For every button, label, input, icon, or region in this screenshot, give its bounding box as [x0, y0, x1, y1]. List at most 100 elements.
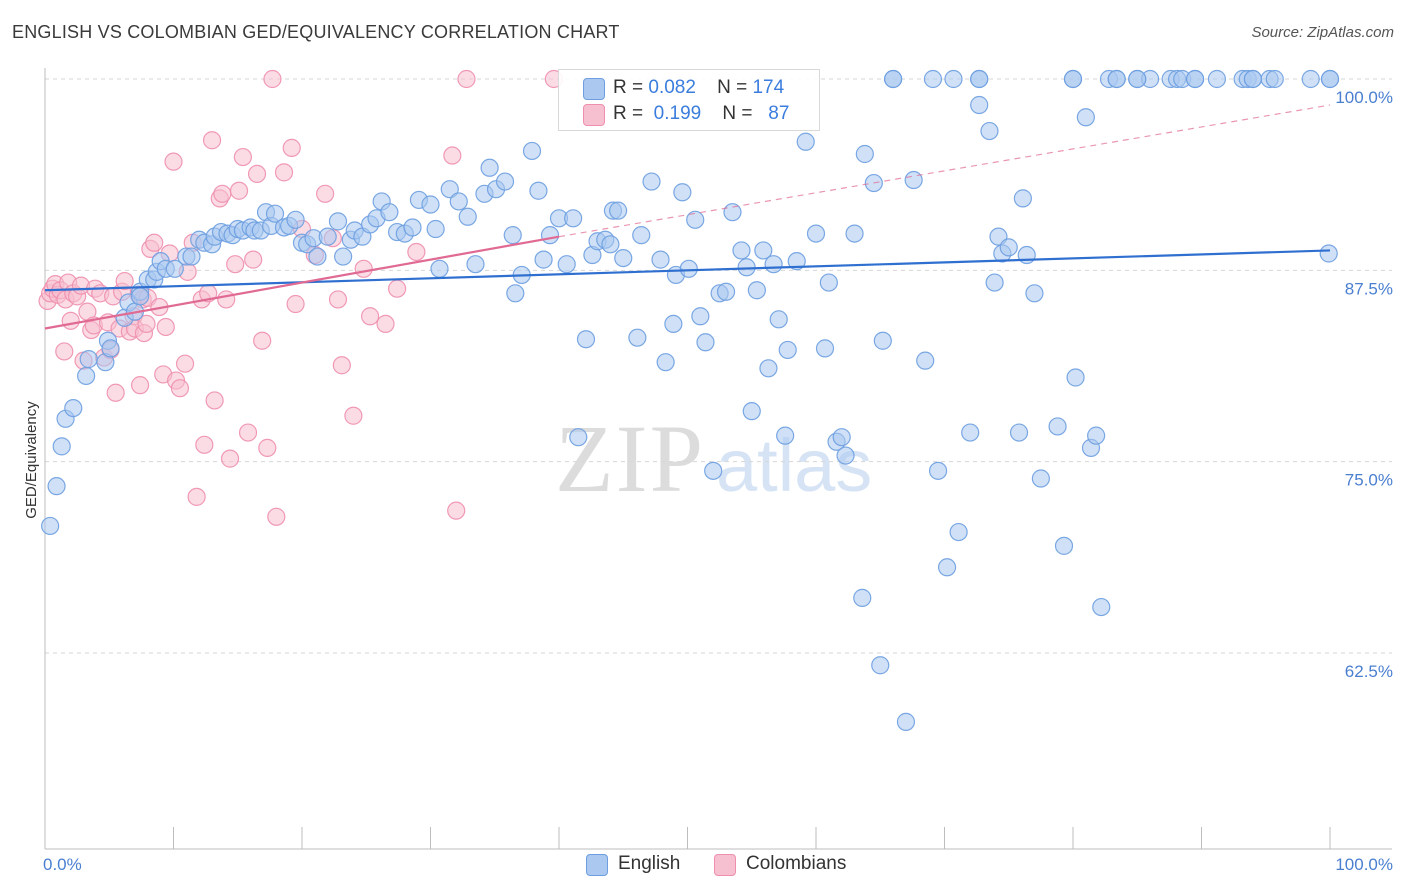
english-point-149	[1025, 284, 1044, 303]
english-point-5	[77, 366, 96, 386]
english-point-132	[916, 351, 935, 370]
english-point-1	[47, 477, 66, 496]
stats-legend: R = 0.082 N = 174 R = 0.199 N = 87	[558, 69, 820, 131]
english-point-116	[796, 132, 815, 151]
colombians-point-67	[267, 507, 286, 526]
colombians-point-23	[106, 383, 125, 402]
english-point-96	[673, 183, 692, 202]
english-point-176	[1320, 69, 1340, 89]
english-point-119	[819, 273, 838, 292]
english-r-value: 0.082	[648, 77, 696, 98]
english-point-67	[480, 158, 499, 177]
english-point-138	[961, 423, 980, 442]
english-swatch	[583, 78, 605, 100]
english-point-141	[980, 121, 999, 141]
english-point-88	[614, 248, 633, 268]
english-point-112	[769, 310, 788, 329]
english-point-93	[656, 353, 675, 372]
colombians-point-52	[202, 131, 222, 150]
tick-labels: 62.5% 75.0% 87.5% 100.0% 0.0% 100.0%	[43, 88, 1393, 874]
english-point-94	[664, 314, 683, 334]
english-point-134	[928, 461, 948, 480]
english-point-125	[855, 144, 874, 164]
english-point-177	[1243, 69, 1263, 89]
colombians-point-61	[238, 423, 258, 442]
colombians-point-60	[233, 147, 252, 167]
english-point-62	[440, 180, 459, 199]
english-point-172	[1265, 69, 1284, 89]
x-tick-label-1: 100.0%	[1335, 855, 1393, 874]
english-point-121	[832, 428, 851, 447]
english-point-135	[937, 558, 957, 577]
english-point-137	[949, 522, 968, 542]
english-point-86	[601, 235, 620, 254]
colombians-point-37	[145, 233, 164, 252]
english-point-146	[1009, 423, 1029, 442]
english-point-99	[691, 307, 710, 326]
colombians-point-63	[247, 164, 267, 184]
colombians-point-48	[187, 487, 206, 506]
y-tick-label-1: 75.0%	[1345, 471, 1393, 490]
english-point-124	[853, 588, 872, 607]
colombians-point-83	[443, 146, 462, 165]
colombians-point-45	[175, 354, 195, 373]
english-point-74	[529, 181, 548, 200]
english-point-69	[495, 172, 515, 191]
english-legend-swatch	[586, 854, 608, 876]
colombians-point-55	[213, 184, 232, 203]
english-point-81	[576, 330, 596, 349]
english-point-71	[506, 284, 525, 303]
english-point-133	[923, 69, 943, 89]
english-n-label: N =	[717, 77, 748, 98]
y-tick-label-2: 87.5%	[1345, 279, 1393, 298]
colombians-n-label: N =	[722, 103, 753, 124]
colombians-trend-extension	[558, 104, 1331, 238]
english-point-103	[716, 282, 736, 301]
colombians-point-84	[447, 501, 466, 520]
english-point-9	[101, 339, 120, 358]
english-point-182	[1128, 69, 1147, 89]
english-point-173	[1301, 69, 1320, 89]
chart-title: ENGLISH VS COLOMBIAN GED/EQUIVALENCY COR…	[12, 22, 620, 42]
english-point-178	[1185, 69, 1205, 89]
english-point-113	[776, 426, 795, 445]
english-point-89	[628, 328, 647, 347]
english-point-128	[873, 331, 892, 350]
english-point-78	[557, 255, 576, 274]
english-point-157	[1087, 426, 1106, 445]
english-point-167	[1207, 69, 1227, 89]
axes	[44, 68, 1392, 850]
english-point-60	[426, 219, 445, 239]
english-point-109	[754, 241, 773, 260]
colombians-point-73	[316, 184, 335, 203]
colombians-point-68	[274, 163, 294, 182]
english-point-65	[466, 255, 485, 274]
colombians-point-53	[205, 391, 224, 410]
english-point-179	[1063, 69, 1083, 89]
english-point-64	[458, 207, 477, 226]
english-point-136	[944, 69, 963, 89]
colombians-point-26	[115, 271, 134, 291]
colombians-point-78	[354, 259, 373, 278]
colombians-point-6	[55, 342, 74, 361]
colombians-point-70	[286, 294, 305, 314]
english-point-145	[999, 238, 1018, 257]
english-point-92	[651, 250, 670, 269]
colombians-point-81	[387, 279, 407, 298]
colombians-point-56	[217, 290, 236, 309]
english-point-63	[449, 192, 468, 211]
colombians-point-82	[407, 242, 426, 262]
english-point-127	[871, 656, 890, 675]
colombians-point-59	[229, 181, 249, 200]
english-point-123	[845, 224, 864, 243]
colombians-point-62	[244, 250, 263, 269]
watermark: ZIP atlas	[555, 405, 872, 512]
colombians-point-44	[170, 379, 190, 398]
english-point-87	[609, 201, 628, 220]
english-point-174	[1319, 244, 1338, 263]
english-point-46	[328, 212, 348, 231]
colombians-point-30	[130, 376, 150, 395]
colombians-point-58	[226, 255, 245, 274]
colombians-point-57	[220, 449, 240, 468]
y-axis-label: GED/Equivalency	[23, 401, 40, 519]
